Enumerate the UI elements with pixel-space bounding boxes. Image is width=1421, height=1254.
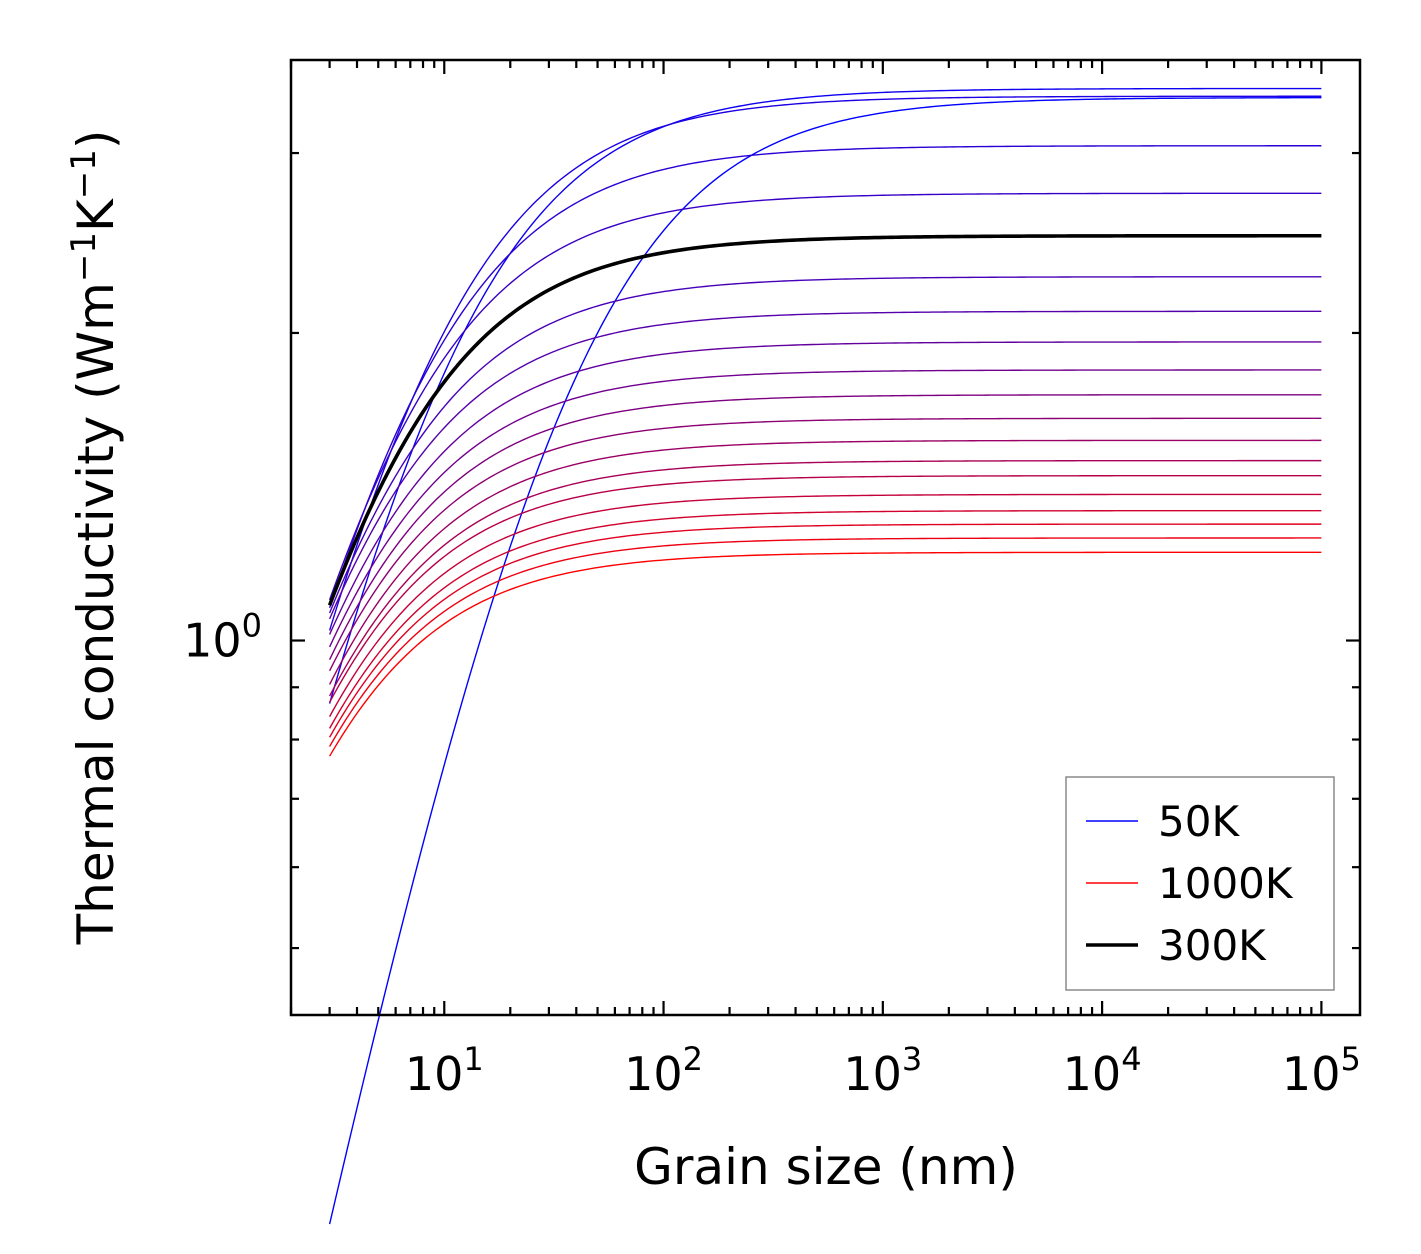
x-tick-labels: 101 102 103 104 105 (405, 1040, 1361, 1101)
y-tick-label: 100 (183, 607, 262, 668)
series-line-900K (329, 523, 1322, 738)
series-line-950K (329, 537, 1322, 747)
x-axis-label: Grain size (nm) (634, 1138, 1018, 1196)
x-tick-label: 102 (624, 1040, 703, 1101)
series-line-700K (328, 459, 1322, 697)
x-tick-label: 105 (1282, 1040, 1361, 1101)
series-line-500K (328, 369, 1322, 648)
series-line-250K (328, 192, 1322, 601)
series-line-200K (328, 145, 1322, 609)
x-tick-label: 103 (843, 1040, 922, 1101)
series-line-550K (328, 394, 1322, 660)
series-line-1000K (329, 551, 1322, 757)
plot-lines (327, 87, 1322, 1225)
series-line-750K (328, 474, 1322, 703)
series-line-100K (328, 87, 1322, 704)
y-tick-labels: 100 (183, 607, 262, 668)
series-line-150K (328, 95, 1322, 631)
x-tick-label: 101 (405, 1040, 484, 1101)
legend-label: 300K (1158, 921, 1267, 970)
x-tick-label: 104 (1063, 1040, 1142, 1101)
series-line-350K (328, 276, 1322, 614)
axis-ticks (289, 60, 1360, 1015)
legend: 50K 1000K 300K (1065, 776, 1335, 991)
series-line-300K (327, 233, 1322, 606)
series-line-600K (328, 417, 1322, 672)
y-axis-label: Thermal conductivity (Wm−1K−1) (64, 130, 125, 946)
series-line-650K (328, 439, 1322, 685)
series-line-850K (328, 509, 1322, 729)
series-line-50K (328, 96, 1322, 1225)
series-line-400K (328, 310, 1322, 620)
legend-label: 1000K (1158, 859, 1294, 908)
legend-label: 50K (1158, 797, 1240, 846)
plot-frame (289, 58, 1362, 1017)
series-line-450K (328, 341, 1322, 635)
series-line-800K (328, 493, 1322, 717)
